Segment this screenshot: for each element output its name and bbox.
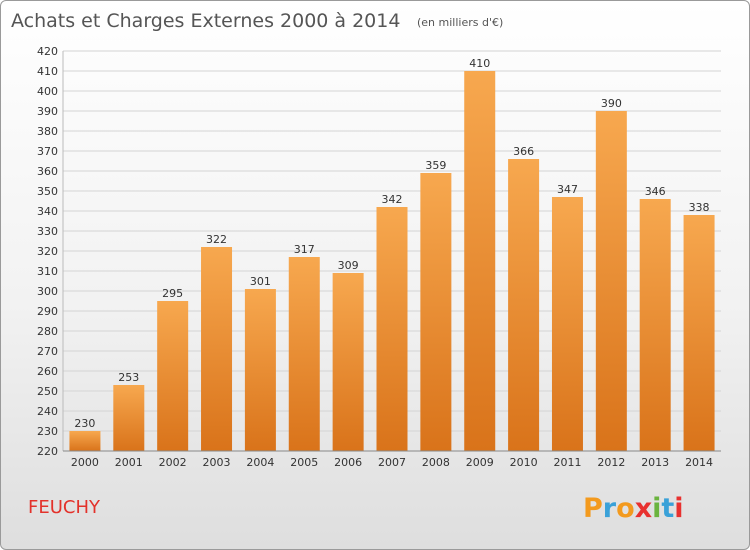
value-label-2008: 359: [425, 159, 446, 172]
y-tick-label: 280: [37, 325, 58, 338]
value-label-2010: 366: [513, 145, 534, 158]
logo-letter: t: [661, 493, 674, 524]
value-label-2007: 342: [382, 193, 403, 206]
chart-subtitle: (en milliers d'€): [417, 16, 503, 29]
x-tick-label-2010: 2010: [510, 456, 538, 469]
value-label-2011: 347: [557, 183, 578, 196]
y-tick-label: 220: [37, 445, 58, 458]
x-tick-label-2011: 2011: [553, 456, 581, 469]
logo-letter: i: [652, 493, 661, 524]
value-label-2009: 410: [469, 57, 490, 70]
value-label-2012: 390: [601, 97, 622, 110]
y-tick-label: 350: [37, 185, 58, 198]
x-axis-ticks: 2000 2001 2002 2003 2004 2005 2006 2007 2008 2009…: [71, 456, 713, 469]
bar-2002: [157, 301, 189, 451]
y-tick-label: 300: [37, 285, 58, 298]
y-tick-label: 230: [37, 425, 58, 438]
y-tick-label: 360: [37, 165, 58, 178]
x-tick-label-2006: 2006: [334, 456, 362, 469]
x-tick-label-2001: 2001: [115, 456, 143, 469]
y-tick-label: 420: [37, 45, 58, 58]
value-label-2000: 230: [74, 417, 95, 430]
logo-letter: i: [674, 493, 683, 524]
x-tick-label-2004: 2004: [246, 456, 274, 469]
x-tick-label-2014: 2014: [685, 456, 713, 469]
chart-title: Achats et Charges Externes 2000 à 2014: [11, 10, 400, 32]
y-tick-label: 260: [37, 365, 58, 378]
logo-letter: r: [603, 493, 617, 524]
bar-2003: [201, 247, 233, 451]
x-tick-label-2008: 2008: [422, 456, 450, 469]
bar-2001: [113, 385, 145, 451]
value-label-2014: 338: [689, 201, 710, 214]
x-tick-label-2005: 2005: [290, 456, 318, 469]
y-tick-label: 380: [37, 125, 58, 138]
value-label-2013: 346: [645, 185, 666, 198]
y-tick-label: 340: [37, 205, 58, 218]
y-tick-label: 410: [37, 65, 58, 78]
bar-2013: [639, 199, 671, 451]
x-tick-label-2012: 2012: [597, 456, 625, 469]
y-tick-label: 330: [37, 225, 58, 238]
y-tick-label: 290: [37, 305, 58, 318]
y-tick-label: 370: [37, 145, 58, 158]
logo-letter: P: [583, 493, 603, 524]
bar-2005: [288, 257, 320, 451]
bar-2000: [69, 431, 101, 451]
y-tick-label: 400: [37, 85, 58, 98]
y-axis-ticks: 220 230 240 250 260 270 280 290 300 310 320 330 340 3…: [37, 45, 58, 458]
bar-2010: [508, 159, 540, 451]
logo-letter: o: [616, 493, 635, 524]
value-label-2005: 317: [294, 243, 315, 256]
bar-2006: [332, 273, 364, 451]
bars: 230 253 295 322 301 317 309 342 359 410 366 347 390 3…: [69, 57, 715, 451]
bar-2008: [420, 173, 452, 451]
bar-2004: [244, 289, 276, 451]
x-tick-label-2009: 2009: [466, 456, 494, 469]
value-label-2006: 309: [338, 259, 359, 272]
logo-letter: x: [635, 493, 652, 524]
x-tick-label-2003: 2003: [203, 456, 231, 469]
x-tick-label-2007: 2007: [378, 456, 406, 469]
value-label-2003: 322: [206, 233, 227, 246]
bar-2014: [683, 215, 715, 451]
proxiti-logo: Proxiti: [583, 493, 684, 524]
location-name: FEUCHY: [28, 497, 101, 518]
y-tick-label: 240: [37, 405, 58, 418]
y-tick-label: 270: [37, 345, 58, 358]
value-label-2001: 253: [118, 371, 139, 384]
bar-2011: [551, 197, 583, 451]
y-tick-label: 250: [37, 385, 58, 398]
bar-2007: [376, 207, 408, 451]
y-tick-label: 310: [37, 265, 58, 278]
y-tick-label: 320: [37, 245, 58, 258]
value-label-2004: 301: [250, 275, 271, 288]
y-tick-label: 390: [37, 105, 58, 118]
value-label-2002: 295: [162, 287, 183, 300]
bar-2009: [464, 71, 496, 451]
bar-2012: [595, 111, 627, 451]
x-tick-label-2002: 2002: [159, 456, 187, 469]
x-tick-label-2000: 2000: [71, 456, 99, 469]
x-tick-label-2013: 2013: [641, 456, 669, 469]
